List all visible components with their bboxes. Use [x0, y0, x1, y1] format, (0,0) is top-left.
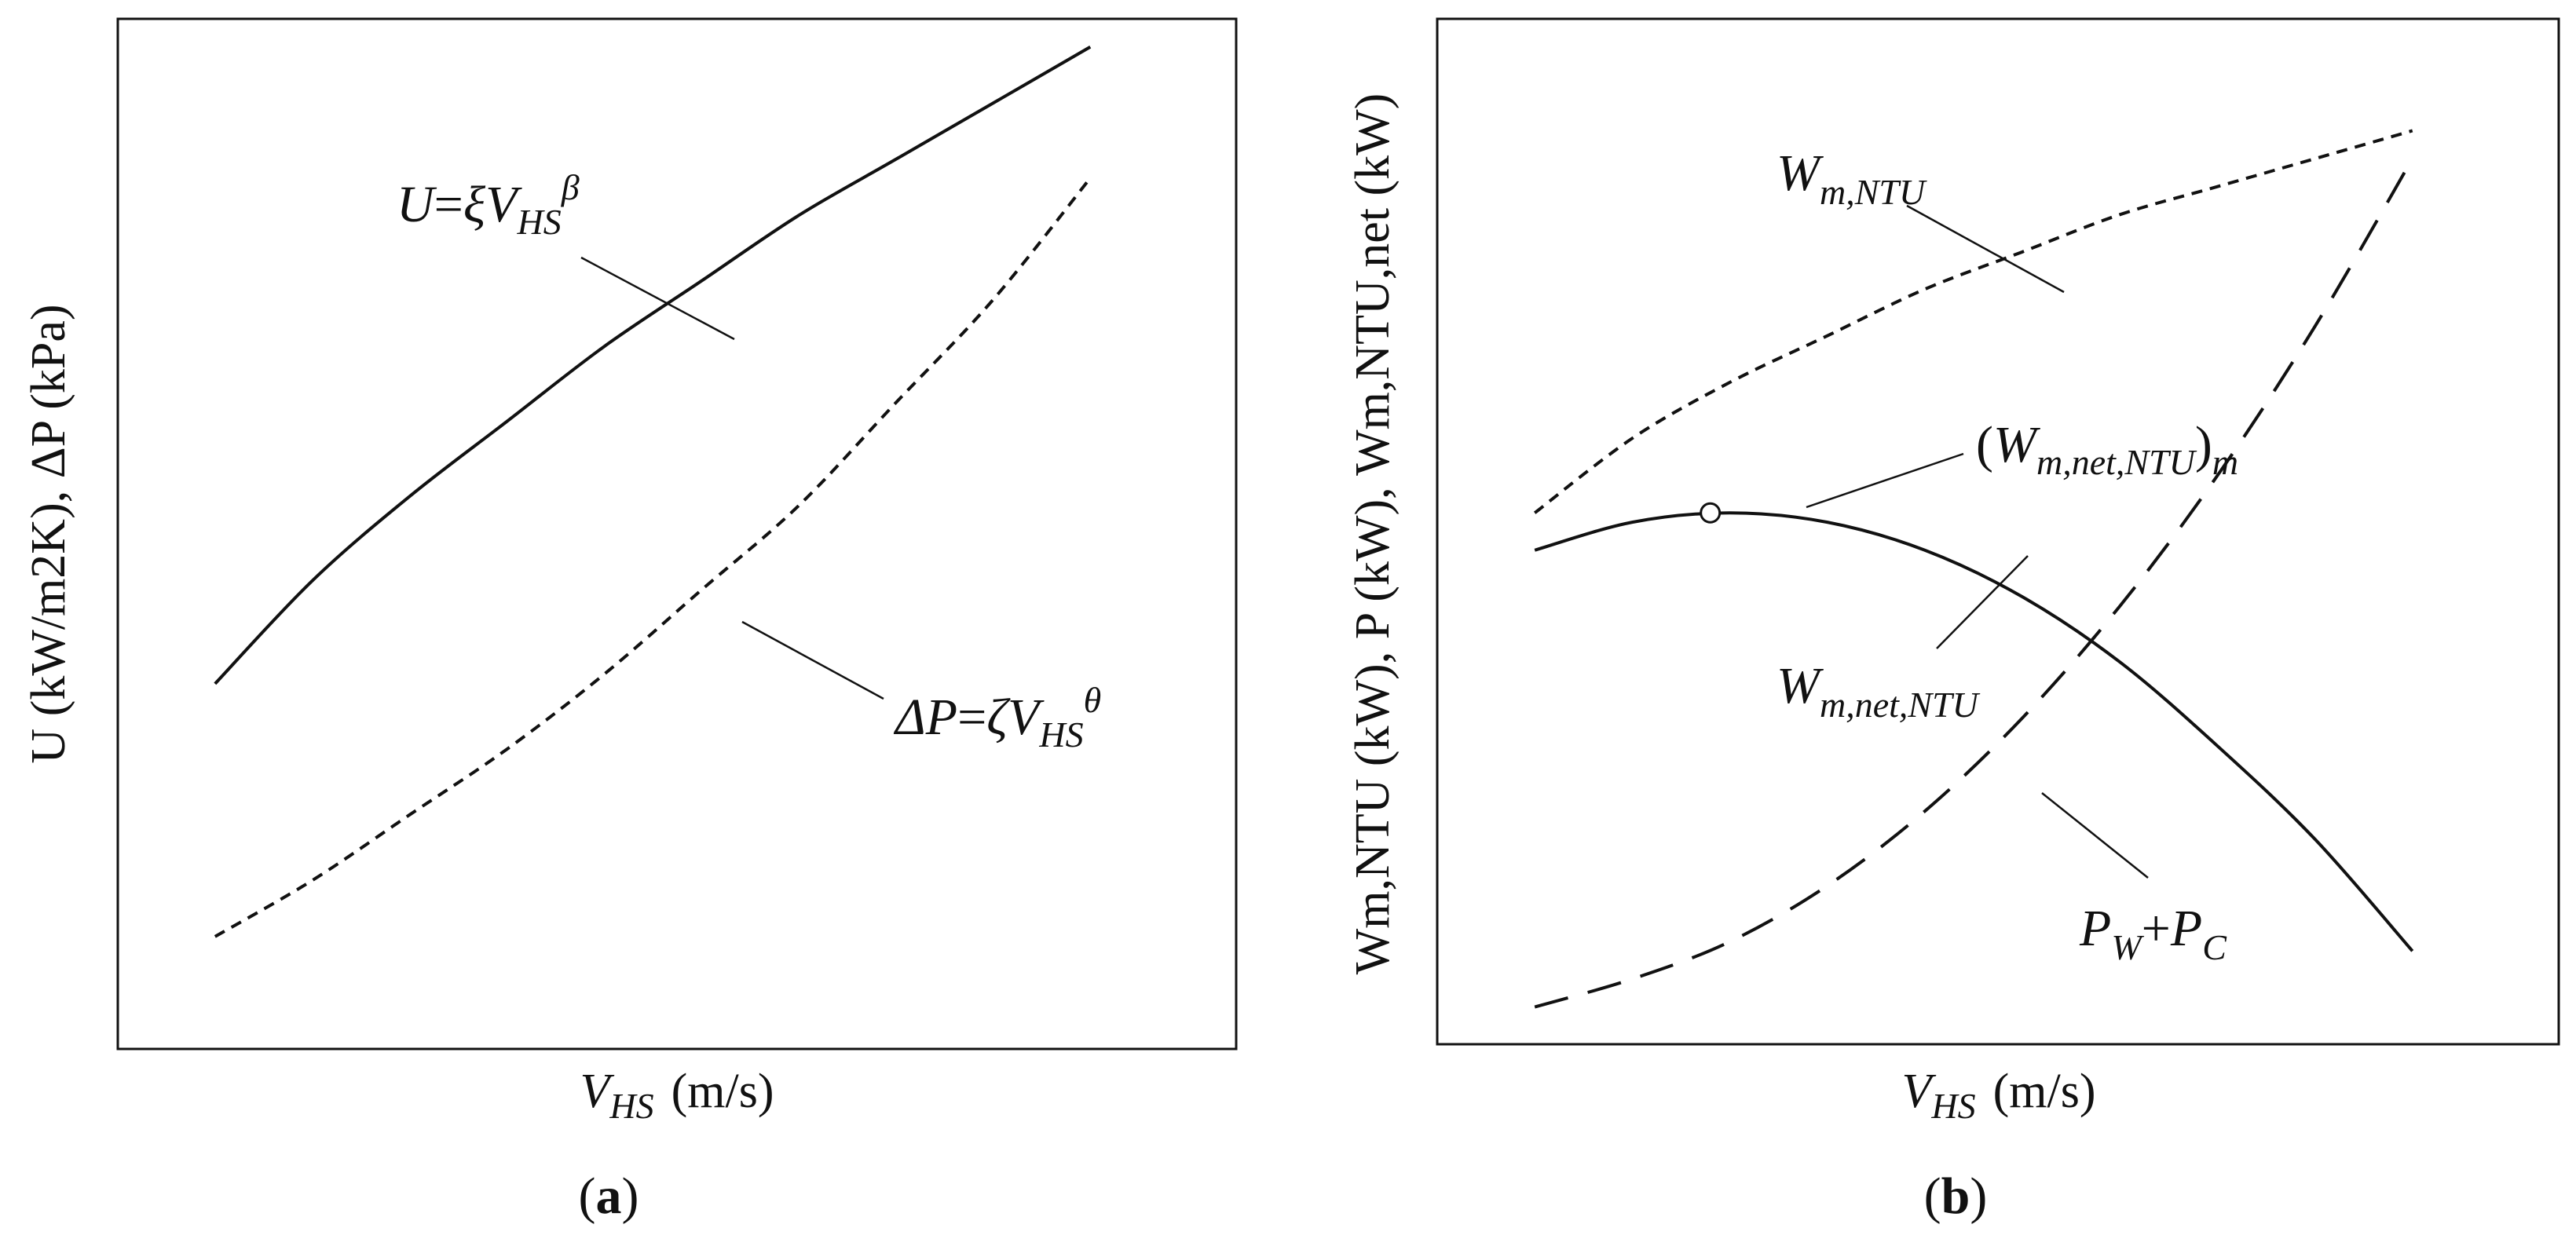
panel-b-wm-leader-line [1906, 204, 2065, 294]
panel-b-optimum-label: (Wm,net,NTU)m [1976, 416, 2238, 482]
p-s2: C [2202, 927, 2227, 967]
panel-a-u-leader-line [580, 256, 735, 341]
panel-b: Wm,NTU (Wm,net,NTU)m Wm,net,NTU PW+PC Wm… [1346, 17, 2560, 1225]
a-xlabel-units: (m/s) [671, 1065, 774, 1118]
panel-a-y-axis-label: U (kW/m2K), ΔP (kPa) [22, 304, 75, 763]
wnet-main: W [1776, 657, 1824, 714]
panel-a-label: (a) [579, 1167, 639, 1225]
panel-a-plot-frame [116, 17, 1238, 1051]
opt-sub2: m [2212, 442, 2238, 482]
panel-a-u-label: U=ξVHSβ [397, 167, 580, 242]
panel-b-x-axis-label: VHS (m/s) [1902, 1065, 2096, 1126]
panel-b-wnet-leader-line [1936, 555, 2029, 649]
panel-b-wm-label: Wm,NTU [1776, 144, 1927, 212]
panel-a-curves [214, 46, 1092, 938]
opt-sub1: m,net,NTU [2036, 442, 2197, 482]
wnet-sub: m,net,NTU [1820, 685, 1981, 725]
dp-sup: θ [1084, 680, 1102, 720]
u-var: V [485, 176, 522, 233]
a-xlabel-sub: HS [609, 1086, 653, 1126]
panel-b-label: (b) [1924, 1167, 1988, 1225]
dp-var: V [1008, 689, 1045, 746]
opt-main: W [1993, 416, 2040, 473]
a-xlabel-main: V [580, 1065, 615, 1118]
b-xlabel-main: V [1902, 1065, 1937, 1118]
panel-b-label-letter: b [1941, 1167, 1970, 1225]
p-p1: P [2079, 900, 2111, 957]
panel-b-label-open: ( [1924, 1167, 1941, 1225]
panel-a-series-line-1 [214, 177, 1092, 938]
dp-lhs: ΔP [893, 689, 957, 746]
p-s1: W [2111, 927, 2144, 967]
u-sub: HS [517, 202, 562, 242]
panel-a-dp-label: ΔP=ζVHSθ [893, 680, 1101, 755]
panel-b-series-line-2 [1534, 158, 2414, 1009]
panel-b-plot-frame [1436, 17, 2560, 1046]
panel-a-dp-leader-line [741, 620, 884, 700]
wm-sub: m,NTU [1820, 172, 1927, 212]
panel-a-label-letter: a [596, 1167, 622, 1225]
panel-b-wnet-label: Wm,net,NTU [1776, 657, 1981, 725]
panel-b-series-line-0 [1533, 129, 2413, 514]
u-coef: ξ [463, 176, 486, 233]
b-xlabel-units: (m/s) [1993, 1065, 2096, 1118]
panel-b-label-close: ) [1970, 1167, 1987, 1225]
opt-open: ( [1976, 416, 1993, 473]
wm-main: W [1776, 144, 1824, 202]
panel-b-series-line-1 [1534, 511, 2414, 952]
panel-b-optimum-marker-0 [1700, 502, 1722, 524]
panel-a-x-axis-label: VHS (m/s) [580, 1065, 774, 1126]
panel-b-optimum-leader-line [1806, 452, 1964, 509]
panel-a-label-open: ( [579, 1167, 596, 1225]
panel-b-curves [1533, 129, 2414, 1009]
p-p2: P [2170, 900, 2202, 957]
u-sup: β [561, 167, 580, 207]
panel-a: U=ξVHSβ ΔP=ζVHSθ U (kW/m2K), ΔP (kPa) VH… [22, 17, 1238, 1225]
u-lhs: U [397, 176, 437, 233]
dp-eq: = [957, 689, 986, 746]
panel-b-p-label: PW+PC [2079, 900, 2227, 967]
p-plus: + [2142, 900, 2171, 957]
panel-a-label-close: ) [622, 1167, 639, 1225]
panel-b-p-leader-line [2041, 792, 2149, 879]
b-xlabel-sub: HS [1930, 1086, 1975, 1126]
opt-close: ) [2195, 416, 2212, 473]
panel-b-y-axis-label: Wm,NTU (kW), P (kW), Wm,NTU,net (kW) [1346, 93, 1400, 975]
panel-a-series-line-0 [214, 46, 1092, 685]
u-eq: = [434, 176, 463, 233]
dp-sub: HS [1038, 714, 1083, 755]
dp-coef: ζ [986, 689, 1011, 746]
